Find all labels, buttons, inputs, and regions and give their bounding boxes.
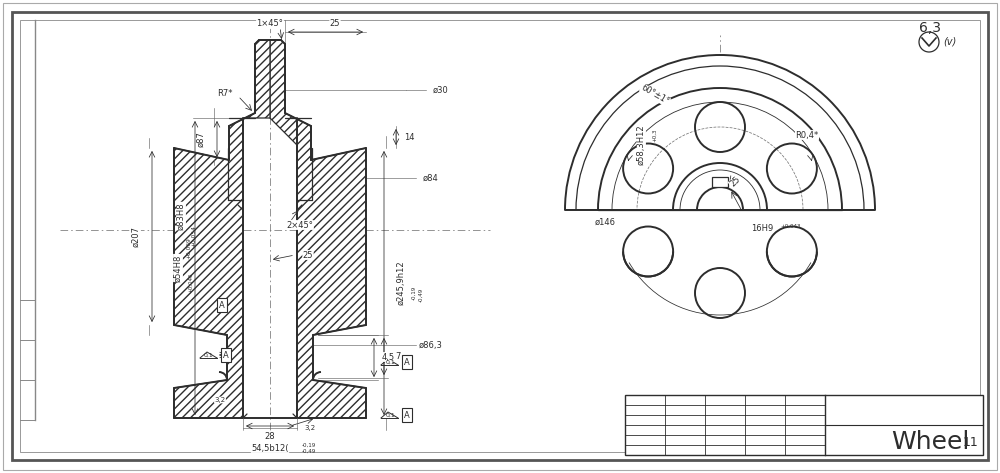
Text: ø146: ø146 (594, 218, 616, 227)
Text: 54,5b12(: 54,5b12( (251, 444, 289, 453)
Text: +0,043: +0,043 (780, 224, 800, 228)
Text: 0,1: 0,1 (204, 352, 214, 358)
Polygon shape (270, 40, 366, 418)
Text: ø30: ø30 (433, 86, 449, 95)
Text: ø245,9h12: ø245,9h12 (396, 261, 406, 305)
Text: A: A (404, 358, 410, 367)
Polygon shape (545, 210, 895, 395)
Text: 4,5: 4,5 (381, 352, 395, 361)
Text: (v): (v) (943, 37, 956, 47)
Text: 0,1: 0,1 (385, 412, 395, 418)
Text: ø83H8: ø83H8 (176, 202, 186, 230)
Text: A: A (404, 411, 410, 420)
Text: -0,49: -0,49 (302, 448, 316, 454)
Text: ø54H8: ø54H8 (174, 254, 182, 282)
Text: 3,2: 3,2 (304, 425, 316, 431)
Text: ø86,3: ø86,3 (419, 341, 443, 350)
Text: -0,49: -0,49 (418, 288, 424, 302)
Text: 14: 14 (404, 132, 414, 141)
Text: 25: 25 (303, 251, 313, 260)
Text: +0,069: +0,069 (186, 237, 192, 259)
Text: 6,3: 6,3 (919, 21, 941, 35)
Text: ø207: ø207 (132, 226, 140, 246)
Text: 7: 7 (395, 351, 401, 360)
Text: 11: 11 (963, 436, 979, 448)
Polygon shape (625, 395, 983, 455)
Text: 1×45°: 1×45° (257, 19, 283, 28)
Text: A: A (223, 350, 229, 359)
Text: 25: 25 (330, 19, 340, 28)
Text: +0,046: +0,046 (188, 273, 194, 293)
Wedge shape (565, 55, 875, 210)
Text: Wheel: Wheel (891, 430, 969, 454)
Text: -0,19: -0,19 (302, 443, 316, 447)
Text: 28: 28 (265, 431, 275, 440)
Text: -0,19: -0,19 (412, 286, 416, 300)
Text: 60°±1°: 60°±1° (639, 83, 671, 106)
Text: 16H9: 16H9 (751, 224, 773, 233)
Text: 3,2: 3,2 (214, 397, 226, 403)
Polygon shape (712, 177, 728, 187)
Text: ø84: ø84 (423, 174, 439, 183)
Text: ø87: ø87 (196, 131, 206, 147)
Text: A: A (219, 300, 225, 309)
Text: 25: 25 (728, 175, 742, 189)
Text: +0,3: +0,3 (652, 128, 658, 142)
Text: +0,054: +0,054 (192, 225, 196, 247)
Text: ø58,3H12: ø58,3H12 (637, 125, 646, 165)
Polygon shape (174, 40, 270, 418)
Text: 0,1: 0,1 (385, 359, 395, 365)
Text: R7*: R7* (217, 88, 233, 97)
Text: 2×45°: 2×45° (287, 220, 313, 229)
Text: R0,4*: R0,4* (795, 131, 819, 140)
